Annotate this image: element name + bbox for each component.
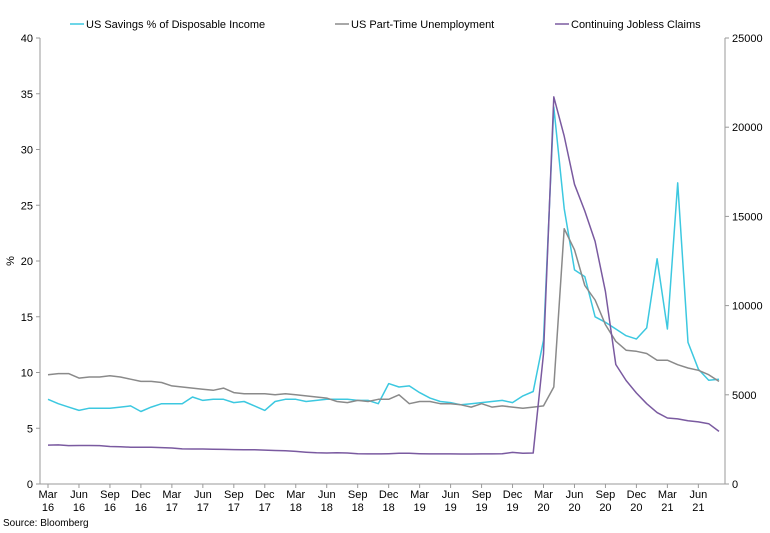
y-left-tick-label: 35 xyxy=(21,89,33,101)
x-tick-label-year: 16 xyxy=(73,502,85,514)
x-tick-label-month: Mar xyxy=(658,489,677,501)
x-tick-label-year: 18 xyxy=(290,502,302,514)
x-tick-label-year: 18 xyxy=(352,502,364,514)
y-left-tick-label: 0 xyxy=(27,479,33,491)
x-tick-label-month: Sep xyxy=(100,489,120,501)
x-tick-label-year: 18 xyxy=(383,502,395,514)
series-line-jobless xyxy=(47,96,720,455)
x-tick-label-year: 19 xyxy=(414,502,426,514)
x-tick-label-year: 20 xyxy=(537,502,549,514)
source-note: Source: Bloomberg xyxy=(3,518,89,529)
x-tick-label-month: Sep xyxy=(472,489,492,501)
x-tick-label-year: 19 xyxy=(475,502,487,514)
x-tick-label-month: Mar xyxy=(286,489,305,501)
y-left-tick-label: 20 xyxy=(21,256,33,268)
x-tick-label-year: 20 xyxy=(568,502,580,514)
x-tick-label-month: Jun xyxy=(566,489,584,501)
x-tick-label-month: Mar xyxy=(39,489,58,501)
x-tick-label-year: 19 xyxy=(444,502,456,514)
x-tick-label-month: Sep xyxy=(348,489,368,501)
y-left-tick-label: 5 xyxy=(27,423,33,435)
x-tick-label-year: 20 xyxy=(630,502,642,514)
x-tick-label-year: 21 xyxy=(692,502,704,514)
x-tick-label-year: 16 xyxy=(135,502,147,514)
x-tick-label-month: Jun xyxy=(442,489,460,501)
series-line-parttime xyxy=(47,227,720,409)
x-tick-label-year: 16 xyxy=(104,502,116,514)
x-tick-label-year: 17 xyxy=(197,502,209,514)
y-left-tick-label: 10 xyxy=(21,368,33,380)
series-lines xyxy=(47,96,720,455)
y-left-tick-label: 30 xyxy=(21,145,33,157)
x-tick-label-month: Mar xyxy=(162,489,181,501)
y-right-tick-label: 5000 xyxy=(732,390,756,402)
y-right-tick-label: 0 xyxy=(732,479,738,491)
x-tick-label-month: Jun xyxy=(70,489,88,501)
x-tick-label-month: Dec xyxy=(131,489,151,501)
legend-item-parttime-label: US Part-Time Unemployment xyxy=(351,19,494,31)
x-tick-label-year: 17 xyxy=(259,502,271,514)
y-right-tick-label: 25000 xyxy=(732,33,763,45)
x-tick-label-month: Dec xyxy=(255,489,275,501)
x-tick-label-month: Sep xyxy=(596,489,616,501)
x-tick-label-year: 19 xyxy=(506,502,518,514)
legend: US Savings % of Disposable Income US Part… xyxy=(70,19,701,31)
y-axis-label-left: % xyxy=(5,256,17,266)
legend-item-jobless-label: Continuing Jobless Claims xyxy=(571,19,701,31)
axes: 0 5 10 15 20 25 30 35 40 0 5000 10000 15000 20000 2500… xyxy=(21,33,763,514)
x-tick-label-year: 17 xyxy=(166,502,178,514)
y-right-tick-label: 10000 xyxy=(732,301,763,313)
x-tick-label-month: Jun xyxy=(689,489,707,501)
x-tick-label-month: Mar xyxy=(534,489,553,501)
x-tick-label-year: 17 xyxy=(228,502,240,514)
x-tick-label-month: Dec xyxy=(379,489,399,501)
y-left-tick-label: 25 xyxy=(21,200,33,212)
x-tick-label-month: Dec xyxy=(627,489,647,501)
legend-item-savings-label: US Savings % of Disposable Income xyxy=(86,19,265,31)
y-right-tick-label: 20000 xyxy=(732,122,763,134)
series-line-savings xyxy=(47,106,720,413)
y-left-tick-label: 15 xyxy=(21,312,33,324)
x-tick-label-month: Sep xyxy=(224,489,244,501)
x-tick-label-year: 16 xyxy=(42,502,54,514)
x-tick-label-month: Mar xyxy=(410,489,429,501)
y-left-tick-label: 40 xyxy=(21,33,33,45)
x-tick-label-year: 18 xyxy=(321,502,333,514)
x-tick-label-month: Dec xyxy=(503,489,523,501)
x-tick-label-month: Jun xyxy=(194,489,212,501)
y-right-tick-label: 15000 xyxy=(732,211,763,223)
x-tick-label-year: 20 xyxy=(599,502,611,514)
x-tick-label-month: Jun xyxy=(318,489,336,501)
x-tick-label-year: 21 xyxy=(661,502,673,514)
